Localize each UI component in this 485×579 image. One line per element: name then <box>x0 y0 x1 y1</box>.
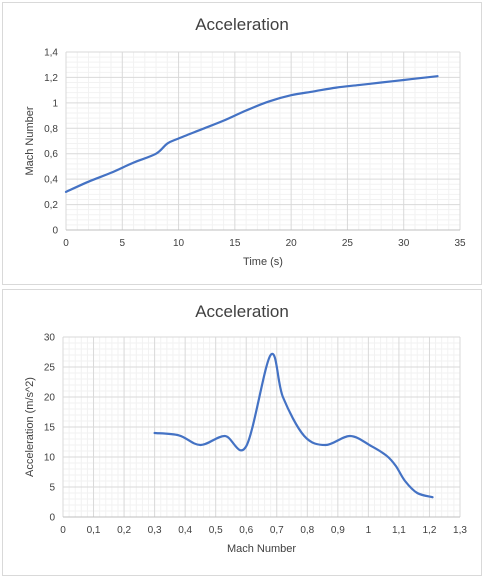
x-tick-label: 0,1 <box>87 525 101 536</box>
x-tick-label: 0,5 <box>209 525 223 536</box>
chart-title: Acceleration <box>195 15 289 34</box>
x-tick-label: 0 <box>60 525 66 536</box>
x-tick-label: 15 <box>229 238 241 249</box>
x-axis-title: Time (s) <box>243 256 283 268</box>
y-tick-label: 0 <box>49 513 55 524</box>
x-tick-label: 0 <box>63 238 69 249</box>
x-tick-label: 1,1 <box>392 525 406 536</box>
x-tick-label: 0,4 <box>178 525 192 536</box>
y-tick-label: 5 <box>49 483 55 494</box>
y-tick-label: 20 <box>44 393 56 404</box>
x-tick-label: 0,6 <box>239 525 253 536</box>
x-tick-label: 1,2 <box>423 525 437 536</box>
x-tick-label: 0,8 <box>300 525 314 536</box>
x-tick-label: 20 <box>286 238 298 249</box>
y-tick-label: 1,2 <box>44 73 58 84</box>
y-tick-label: 0,6 <box>44 149 58 160</box>
x-tick-label: 0,3 <box>148 525 162 536</box>
y-tick-label: 25 <box>44 363 56 374</box>
y-tick-label: 0 <box>52 226 58 237</box>
y-tick-label: 30 <box>44 333 56 344</box>
x-tick-label: 0,9 <box>331 525 345 536</box>
y-tick-label: 1,4 <box>44 48 58 59</box>
y-tick-label: 1 <box>52 98 58 109</box>
chart-title: Acceleration <box>195 302 289 321</box>
x-tick-label: 35 <box>454 238 466 249</box>
x-tick-label: 10 <box>173 238 185 249</box>
y-tick-label: 15 <box>44 423 56 434</box>
x-tick-label: 25 <box>342 238 354 249</box>
x-tick-label: 0,2 <box>117 525 131 536</box>
y-tick-label: 10 <box>44 453 56 464</box>
mach-vs-time-chart: Acceleration 0 0,2 0,4 0,6 0,8 1 1,2 1,4 0 5 10 15 2… <box>2 2 482 285</box>
y-tick-label: 0,8 <box>44 124 58 135</box>
x-tick-label: 1,3 <box>453 525 467 536</box>
y-tick-label: 0,2 <box>44 200 58 211</box>
acceleration-vs-mach-chart: Acceleration 0 5 10 15 20 25 30 0 0,1 0,2 0,3 0,4 0,… <box>2 289 482 576</box>
x-tick-label: 0,7 <box>270 525 284 536</box>
acceleration-vs-mach-plot: 0 5 10 15 20 25 30 0 0,1 0,2 0,3 0,4 0,5 0,6 0,7 0,8 0,9… <box>24 333 467 556</box>
x-tick-label: 1 <box>366 525 372 536</box>
y-axis-title: Acceleration (m/s^2) <box>24 377 36 477</box>
x-axis-title: Mach Number <box>227 543 296 555</box>
mach-vs-time-plot: 0 0,2 0,4 0,6 0,8 1 1,2 1,4 0 5 10 15 20 25 30 35 Time (… <box>24 48 466 269</box>
y-axis-title: Mach Number <box>24 106 36 175</box>
series-line <box>153 352 434 499</box>
y-tick-label: 0,4 <box>44 175 58 186</box>
series-line <box>64 75 439 193</box>
x-tick-label: 5 <box>120 238 126 249</box>
x-tick-label: 30 <box>398 238 410 249</box>
